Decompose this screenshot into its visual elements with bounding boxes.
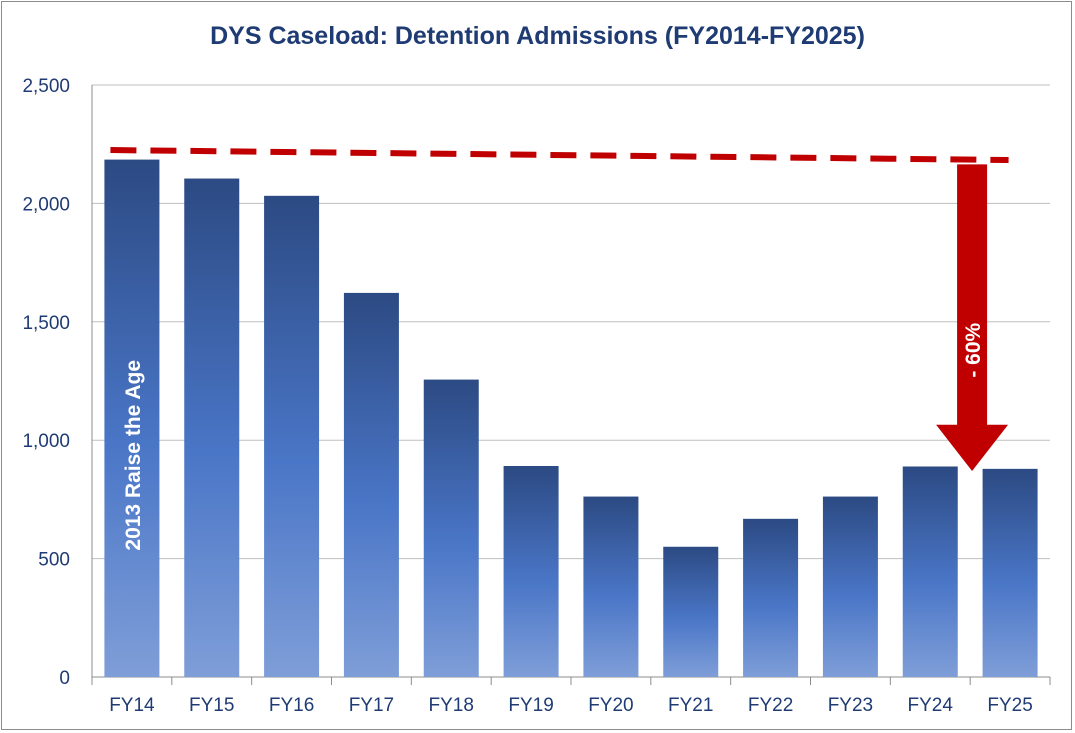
x-tick-label: FY17 [349,695,394,716]
axes [91,85,1051,685]
bar-fy15 [184,178,240,677]
y-tick-label: 2,500 [22,76,70,97]
reference-dashed-line [110,147,1009,164]
bar-fy25 [982,468,1038,677]
bar-fy19 [503,466,559,677]
bar-fy17 [343,292,399,677]
bar-fy24 [902,466,958,677]
y-tick-label: 0 [59,668,70,689]
bar-fy21 [663,546,719,677]
x-tick-labels: FY14 FY15 FY16 FY17 FY18 FY19 FY20 FY21 FY22 FY23… [109,695,1033,716]
x-tick-label: FY18 [429,695,474,716]
x-tick-label: FY20 [588,695,633,716]
y-tick-label: 500 [38,550,70,571]
raise-the-age-label: 2013 Raise the Age [122,360,145,551]
x-tick-label: FY23 [828,695,873,716]
chart-title: DYS Caseload: Detention Admissions (FY20… [210,22,865,50]
decrease-percent-label: - 60% [962,322,985,377]
x-tick-label: FY25 [987,695,1032,716]
bar-fy23 [822,496,878,677]
x-tick-label: FY15 [189,695,234,716]
x-tick-label: FY16 [269,695,314,716]
x-tick-label: FY19 [508,695,553,716]
bar-fy16 [264,195,320,678]
bar-fy22 [743,518,799,677]
decrease-arrow [936,164,1009,471]
y-tick-label: 1,500 [22,313,70,334]
y-tick-label: 1,000 [22,431,70,452]
bar-fy14 [104,159,160,678]
bar-fy20 [583,496,639,677]
x-tick-label: FY21 [668,695,713,716]
y-tick-labels: 0 500 1,000 1,500 2,000 2,500 [22,76,70,689]
bars [104,159,1038,678]
bar-fy18 [423,379,479,677]
x-tick-label: FY22 [748,695,793,716]
x-tick-label: FY24 [908,695,954,716]
y-tick-label: 2,000 [22,194,70,215]
gridlines [92,84,1050,560]
x-tick-label: FY14 [109,695,155,716]
annotations: 2013 Raise the Age - 60% [110,147,1009,551]
